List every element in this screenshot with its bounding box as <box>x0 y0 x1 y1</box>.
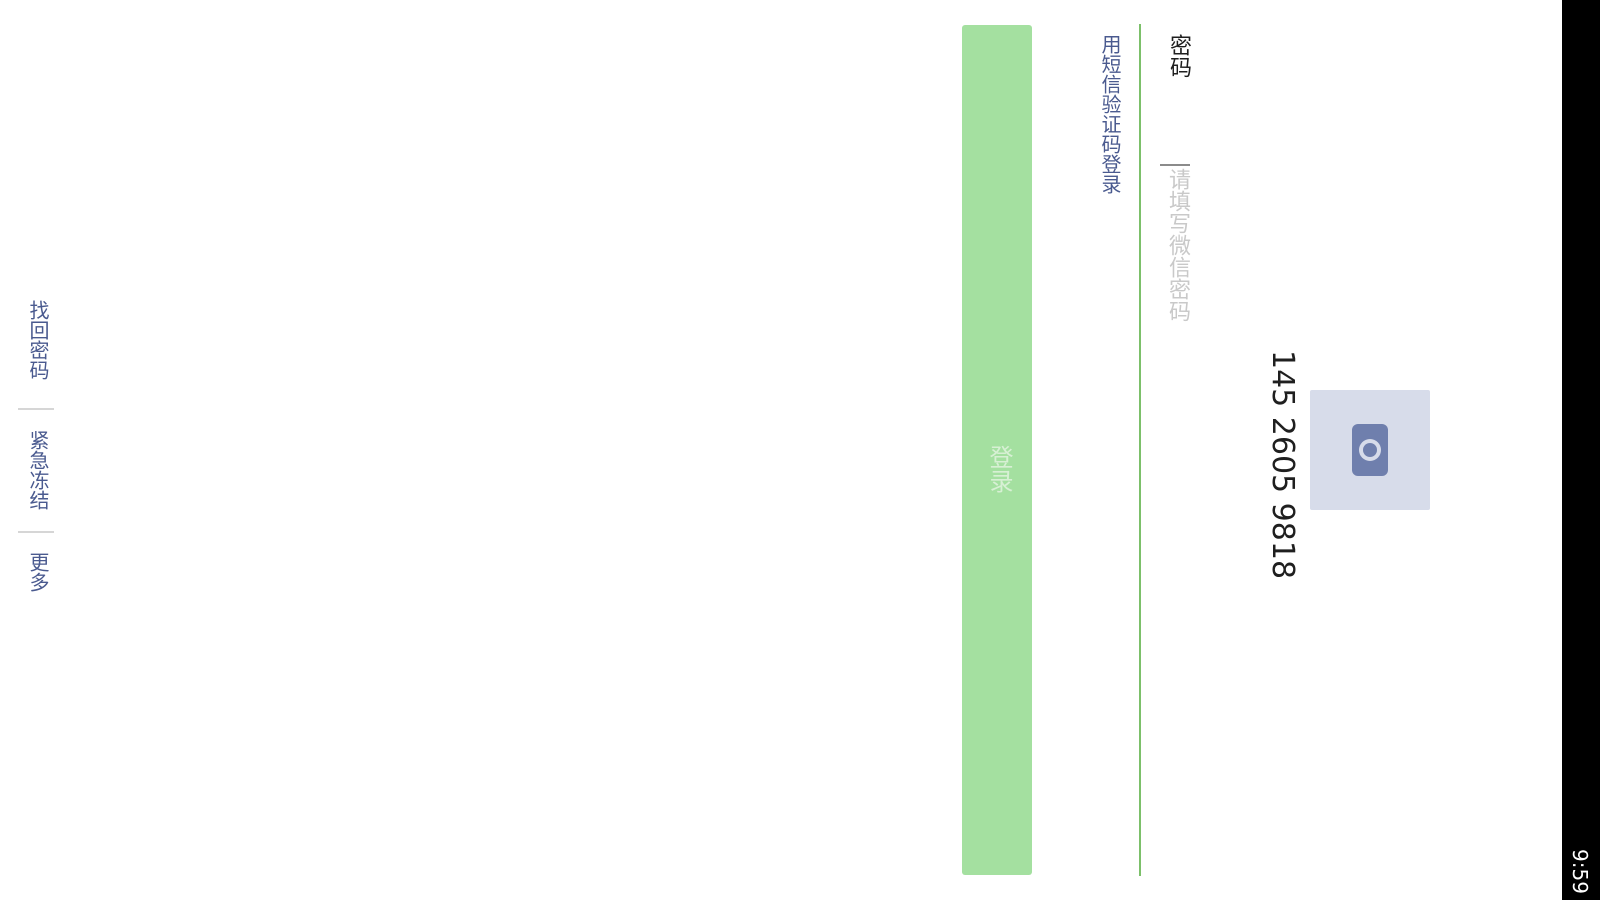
status-time: 9:59 <box>1568 849 1592 894</box>
avatar[interactable] <box>1310 390 1430 510</box>
emergency-freeze-link[interactable]: 紧急冻结 <box>26 430 50 510</box>
status-bar: 9:59 <box>1562 0 1600 900</box>
text-caret <box>1160 164 1190 166</box>
camera-icon <box>1352 424 1388 476</box>
password-label: 密码 <box>1166 34 1191 78</box>
more-link[interactable]: 更多 <box>26 552 50 592</box>
password-field[interactable]: 请填写微信密码 <box>1158 164 1194 564</box>
account-phone-number: 145 2605 9818 <box>1265 350 1300 580</box>
find-password-link[interactable]: 找回密码 <box>26 300 50 380</box>
login-button-label: 登录 <box>985 445 1012 493</box>
divider <box>18 531 54 533</box>
login-button[interactable]: 登录 <box>962 25 1032 875</box>
password-placeholder: 请填写微信密码 <box>1165 168 1190 322</box>
password-underline <box>1139 24 1141 876</box>
divider <box>18 408 54 410</box>
sms-login-link[interactable]: 用短信验证码登录 <box>1098 34 1122 194</box>
